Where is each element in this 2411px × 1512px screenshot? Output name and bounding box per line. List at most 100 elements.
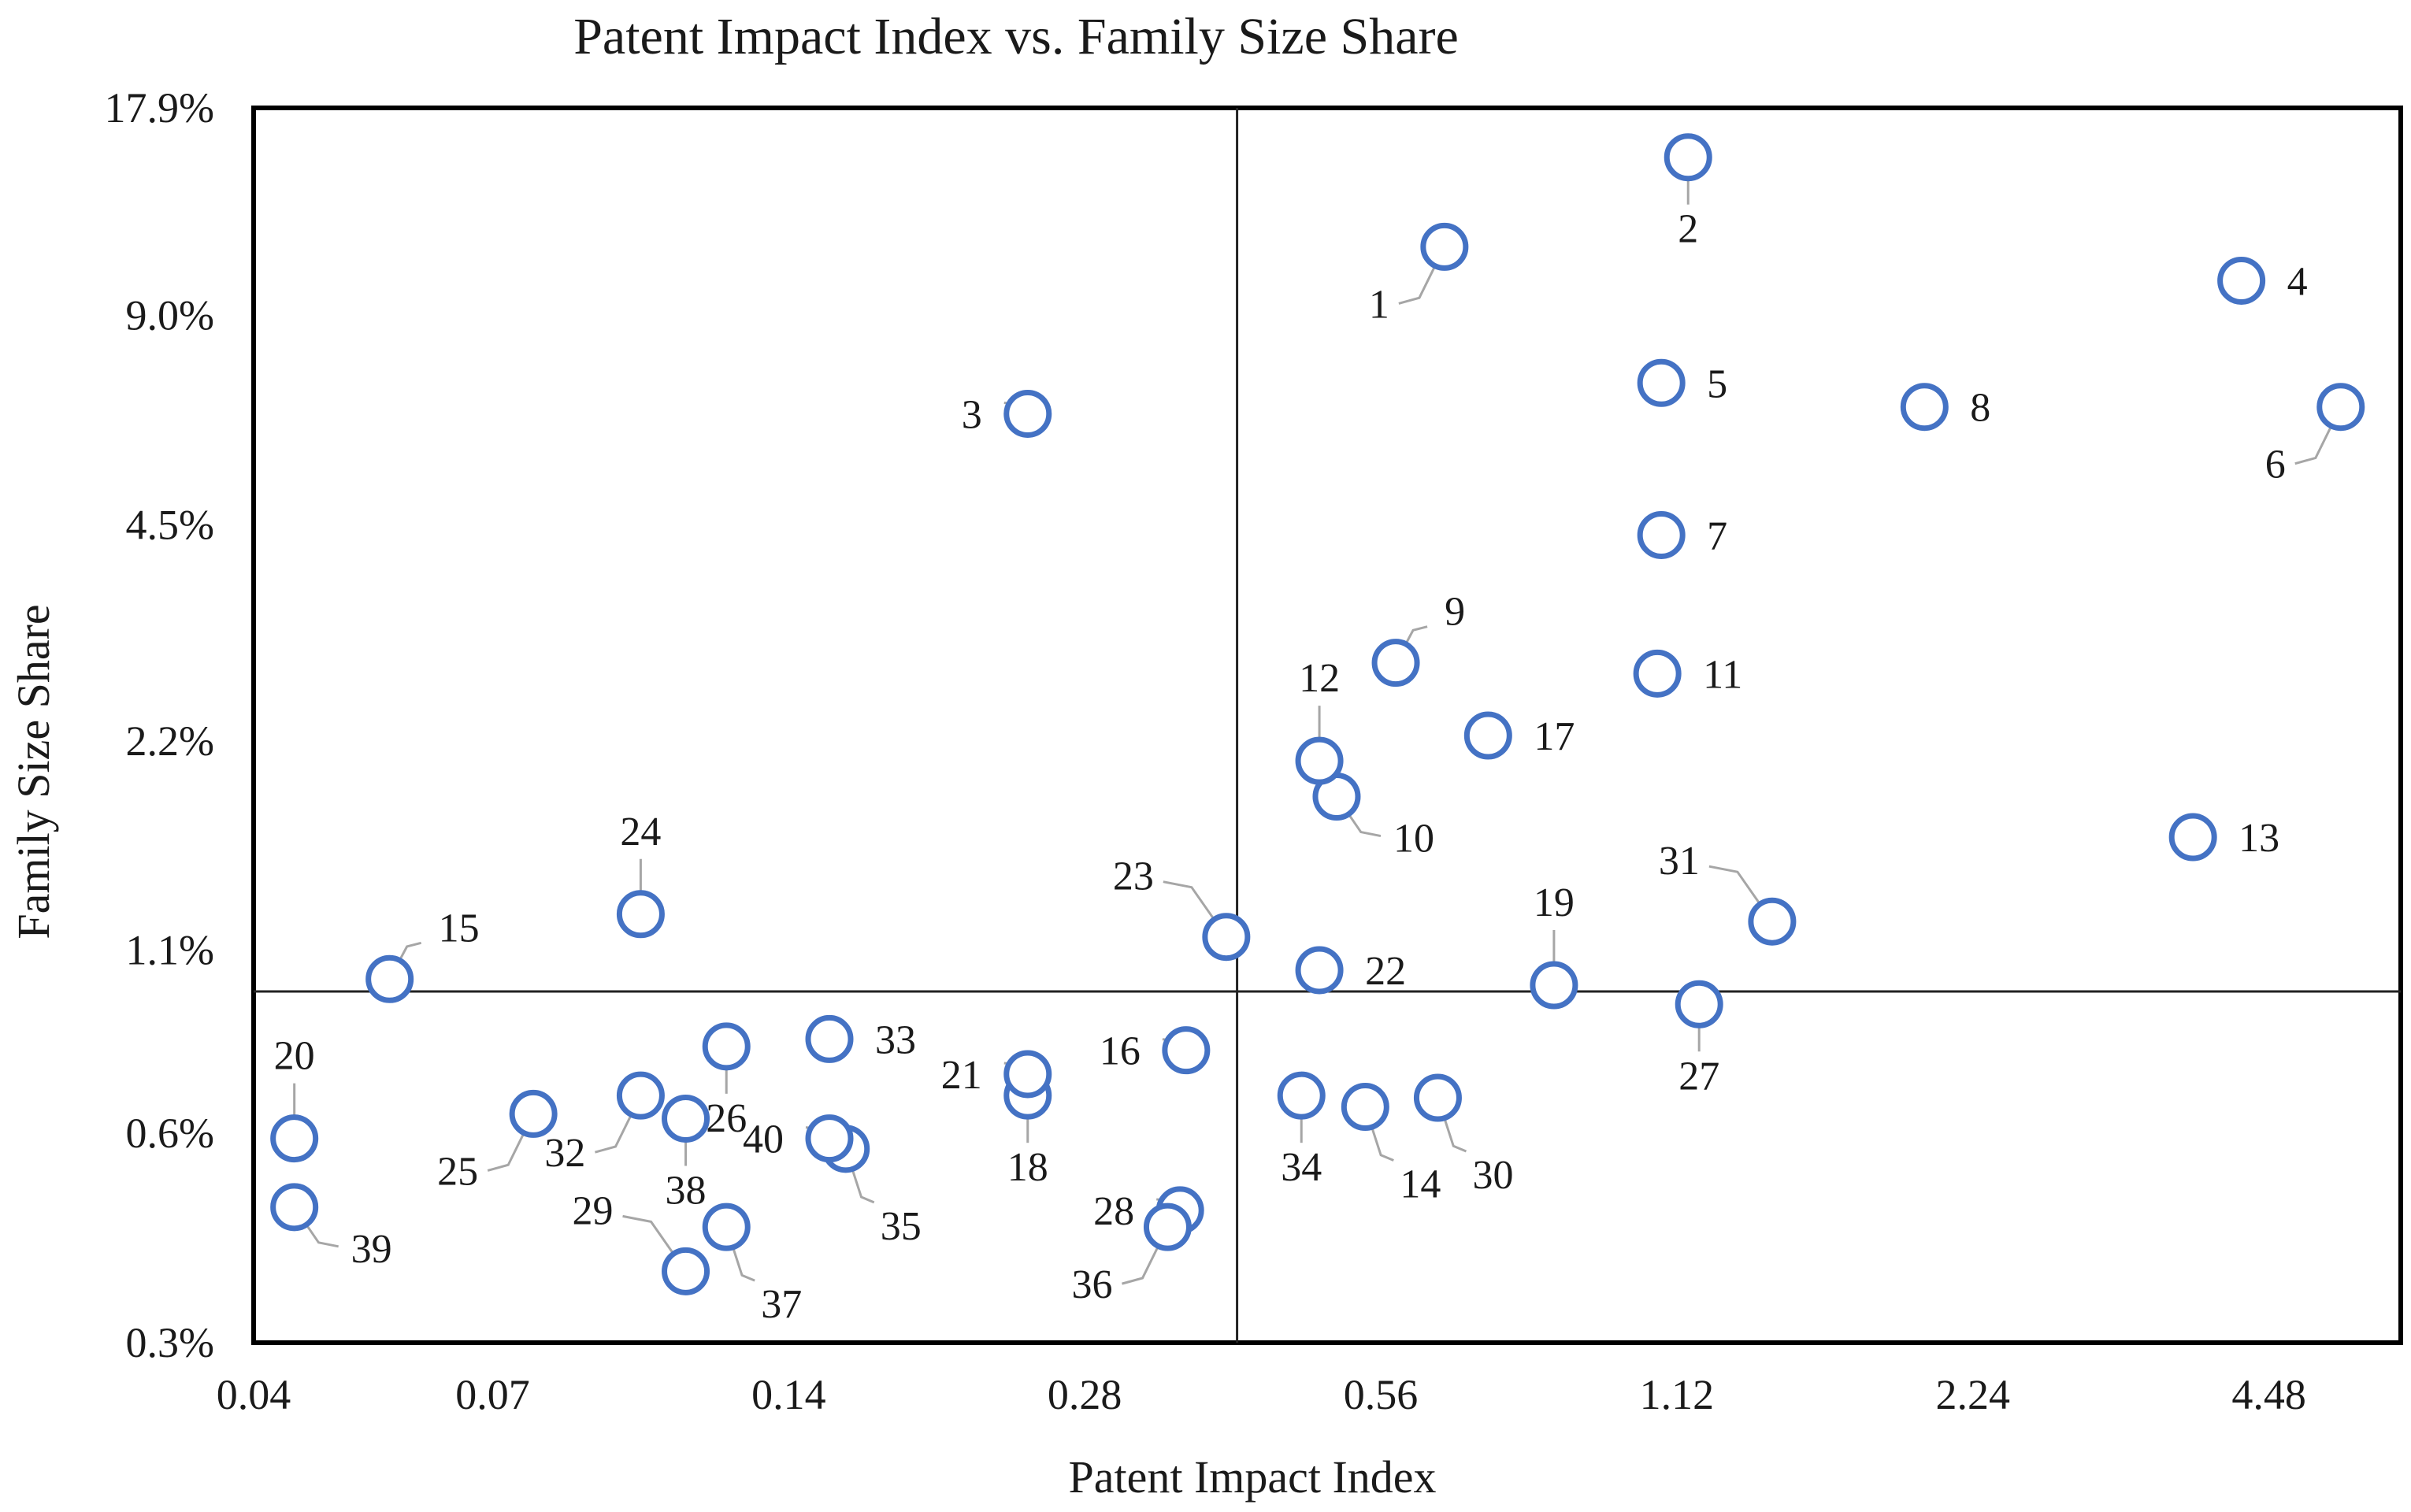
- label-leaders: [293, 157, 2342, 1285]
- data-point: [1463, 711, 1512, 760]
- data-point: [616, 1071, 665, 1120]
- data-point-label: 17: [1534, 714, 1575, 759]
- data-point: [1664, 133, 1712, 182]
- data-point: [270, 1114, 319, 1163]
- data-points: [270, 133, 2365, 1295]
- data-point: [1530, 961, 1578, 1010]
- data-point-label: 37: [761, 1282, 802, 1327]
- data-point-label: 39: [351, 1227, 392, 1272]
- y-axis-title: Family Size Share: [8, 604, 59, 939]
- x-axis-title: Patent Impact Index: [1068, 1451, 1436, 1503]
- data-point-label: 16: [1100, 1029, 1141, 1074]
- x-tick-label: 0.56: [1344, 1371, 1419, 1418]
- data-point: [1420, 222, 1469, 271]
- data-point: [1341, 1083, 1389, 1132]
- data-point: [1295, 736, 1344, 785]
- data-point-label: 1: [1369, 282, 1389, 327]
- data-point: [1637, 510, 1686, 559]
- data-point: [1202, 913, 1251, 962]
- data-point-label: 34: [1281, 1145, 1322, 1190]
- data-point: [805, 1114, 854, 1163]
- data-point: [1900, 383, 1949, 432]
- data-point-label: 36: [1071, 1262, 1112, 1307]
- data-point: [702, 1022, 751, 1071]
- x-tick-label: 4.48: [2231, 1371, 2306, 1418]
- data-point: [662, 1094, 710, 1143]
- data-point: [270, 1183, 319, 1232]
- data-point-label: 18: [1007, 1145, 1048, 1190]
- data-point-label: 12: [1299, 656, 1340, 701]
- data-point: [1143, 1203, 1192, 1251]
- data-point-label: 27: [1678, 1054, 1719, 1099]
- data-point: [1162, 1026, 1211, 1075]
- data-point: [2217, 256, 2266, 305]
- data-point-label: 22: [1365, 949, 1406, 994]
- x-tick-label: 0.28: [1048, 1371, 1122, 1418]
- y-axis-ticks: 0.3% 0.6% 1.1% 2.2% 4.5% 9.0% 17.9%: [105, 84, 214, 1366]
- data-point: [509, 1089, 558, 1138]
- data-point-label: 33: [875, 1017, 916, 1062]
- data-point-label: 21: [941, 1053, 982, 1098]
- data-point: [1637, 358, 1686, 407]
- data-point: [702, 1203, 751, 1251]
- data-point-label: 26: [706, 1096, 747, 1141]
- data-point: [2316, 383, 2365, 432]
- data-point-label: 6: [2265, 443, 2286, 487]
- data-point: [1003, 389, 1052, 438]
- y-tick-label: 2.2%: [126, 717, 214, 765]
- data-point-label: 7: [1707, 513, 1727, 558]
- data-point: [662, 1247, 710, 1295]
- x-tick-label: 0.04: [217, 1371, 291, 1418]
- data-point-label: 32: [544, 1131, 585, 1176]
- data-point-label: 31: [1659, 839, 1700, 884]
- data-point: [616, 890, 665, 939]
- data-point-label: 29: [573, 1188, 614, 1233]
- x-tick-label: 0.07: [455, 1371, 530, 1418]
- data-point-label: 14: [1400, 1162, 1441, 1207]
- data-point-label: 13: [2239, 816, 2279, 861]
- y-tick-label: 9.0%: [126, 292, 214, 339]
- data-point-label: 35: [881, 1204, 922, 1249]
- data-point-label: 40: [743, 1117, 784, 1162]
- x-tick-label: 2.24: [1936, 1371, 2011, 1418]
- x-tick-label: 1.12: [1640, 1371, 1715, 1418]
- data-point-label: 3: [962, 392, 982, 437]
- data-point-label: 5: [1707, 361, 1727, 406]
- data-point-label: 15: [439, 906, 480, 951]
- data-point-label: 4: [2287, 259, 2308, 304]
- data-point-label: 10: [1393, 817, 1434, 862]
- data-point-label: 20: [274, 1034, 315, 1079]
- data-point-label: 2: [1678, 207, 1698, 252]
- data-point: [365, 954, 414, 1003]
- data-point: [2168, 813, 2217, 862]
- data-point-label: 38: [666, 1168, 707, 1213]
- y-tick-label: 0.3%: [126, 1319, 214, 1366]
- data-point-label: 8: [1970, 386, 1990, 431]
- data-point: [1633, 649, 1682, 698]
- y-tick-label: 17.9%: [105, 84, 214, 132]
- data-point-label: 25: [437, 1149, 478, 1194]
- data-point-label: 24: [620, 810, 661, 854]
- y-tick-label: 4.5%: [126, 501, 214, 548]
- x-axis-ticks: 0.04 0.07 0.14 0.28 0.56 1.12 2.24 4.48: [217, 1371, 2306, 1418]
- data-point: [1003, 1050, 1052, 1099]
- data-point: [1371, 639, 1420, 687]
- data-point: [1277, 1071, 1326, 1120]
- data-point-label: 28: [1093, 1189, 1134, 1234]
- x-tick-label: 0.14: [751, 1371, 826, 1418]
- data-point-label: 30: [1472, 1153, 1513, 1198]
- data-point-label: 9: [1445, 590, 1465, 635]
- y-tick-label: 1.1%: [126, 927, 214, 974]
- plot-frame: [251, 106, 2403, 1345]
- data-point-label: 23: [1113, 854, 1154, 899]
- data-point-label: 19: [1534, 880, 1575, 925]
- chart-title: Patent Impact Index vs. Family Size Shar…: [573, 8, 1459, 65]
- y-tick-label: 0.6%: [126, 1110, 214, 1157]
- data-point-label: 11: [1703, 652, 1742, 697]
- data-point: [1748, 897, 1797, 946]
- data-point: [805, 1014, 854, 1063]
- data-point: [1413, 1073, 1462, 1122]
